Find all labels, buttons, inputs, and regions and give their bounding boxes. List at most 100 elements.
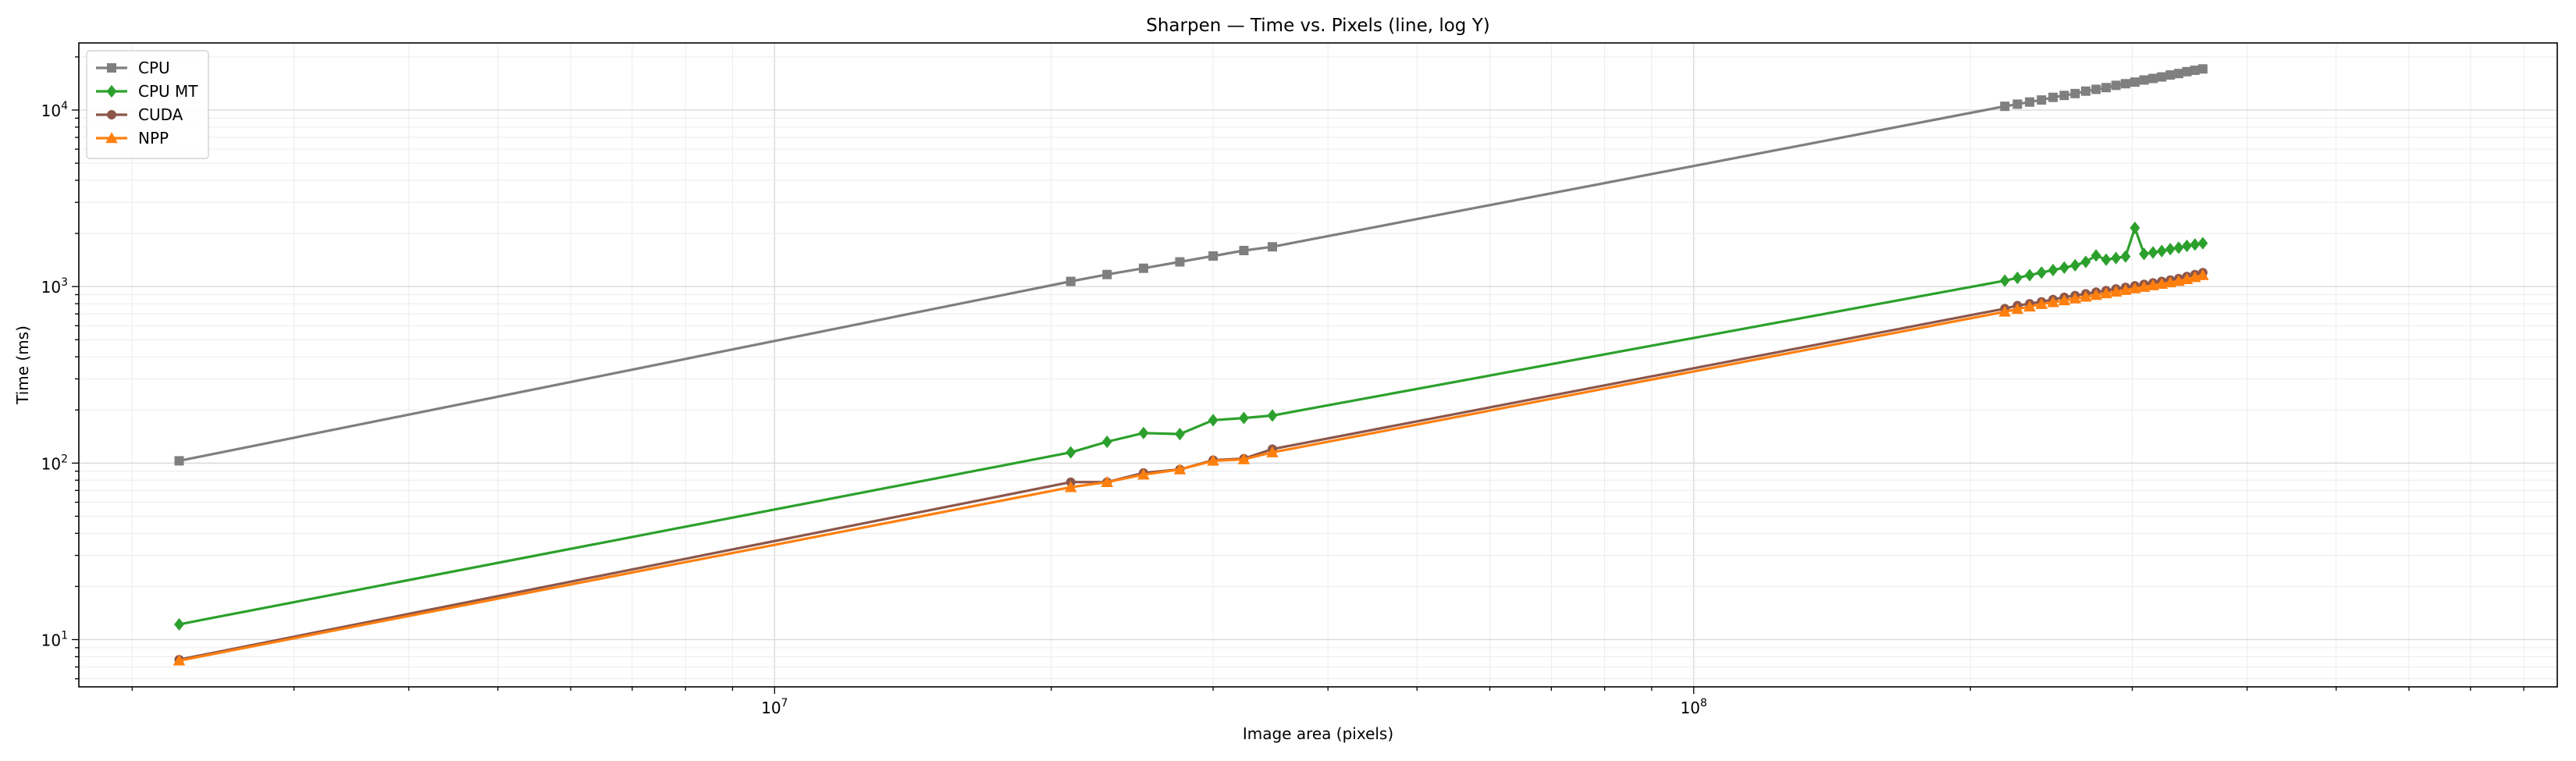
x-tick-label: 107 (761, 697, 788, 717)
data-point-cpu-mt (1138, 426, 1149, 439)
data-point-cpu (2190, 66, 2200, 76)
legend-marker-cpu (107, 63, 116, 73)
data-point-cpu-mt (2080, 255, 2091, 268)
data-point-cpu-mt (1208, 414, 1219, 427)
data-point-npp (1237, 453, 1251, 464)
y-tick-label: 102 (41, 453, 68, 473)
y-tick-label: 104 (41, 100, 68, 120)
data-point-cpu-mt (1174, 428, 1185, 441)
data-point-cpu (2165, 70, 2176, 80)
data-point-cpu (2157, 72, 2167, 82)
data-point-npp (1266, 446, 1279, 457)
legend-box (86, 50, 209, 159)
data-point-cpu-mt (2173, 241, 2184, 254)
data-point-cpu-mt (1238, 411, 1249, 425)
data-point-cpu-mt (2156, 244, 2167, 258)
data-point-npp (2137, 280, 2151, 292)
data-point-npp (1064, 481, 1077, 493)
data-point-npp (173, 654, 186, 666)
data-point-cpu (2139, 75, 2149, 85)
data-point-npp (2119, 283, 2132, 295)
data-point-cpu (1138, 263, 1148, 273)
data-point-cpu-mt (2129, 221, 2140, 235)
data-point-cpu (2059, 91, 2069, 101)
data-point-npp (1173, 463, 1187, 475)
data-point-cpu (2148, 73, 2158, 84)
data-point-cpu (2120, 79, 2130, 89)
data-point-cpu-mt (2024, 268, 2035, 282)
data-point-npp (1137, 468, 1150, 480)
data-point-cpu (2080, 86, 2090, 96)
data-point-npp (2047, 296, 2059, 308)
data-point-npp (1101, 475, 1114, 487)
series-layer (173, 64, 2209, 666)
legend-label-cpu: CPU (138, 59, 170, 77)
data-point-cpu (1175, 257, 1185, 267)
data-point-npp (1998, 305, 2012, 317)
data-point-cpu (1102, 269, 1112, 279)
data-point-cpu-mt (2012, 271, 2023, 285)
data-point-cpu (2037, 95, 2047, 105)
legend-label-cuda: CUDA (138, 105, 183, 124)
y-axis-label: Time (ms) (13, 325, 32, 405)
data-point-cpu (2111, 80, 2121, 91)
data-point-cpu-mt (2147, 246, 2158, 259)
data-point-cpu-mt (2197, 236, 2208, 250)
data-point-cpu-mt (2058, 261, 2069, 275)
data-point-cpu-mt (2190, 238, 2201, 251)
data-point-npp (2090, 289, 2102, 300)
data-point-npp (2080, 290, 2092, 302)
grid (79, 43, 2557, 687)
data-point-cpu-mt (1267, 409, 1278, 422)
data-point-npp (2129, 282, 2141, 293)
data-point-npp (2035, 297, 2048, 309)
ticks: 107 108 101 102 103 104 (41, 56, 2524, 717)
legend-marker-cpu-mt (106, 84, 117, 98)
legend-marker-npp (105, 132, 118, 144)
series-cpu-mt (174, 221, 2208, 631)
data-point-cpu-mt (174, 617, 184, 631)
data-point-cpu (174, 456, 184, 466)
data-point-npp (2155, 277, 2169, 290)
data-point-cpu-mt (2120, 250, 2131, 263)
y-tick-label: 103 (41, 276, 68, 297)
legend-marker-cuda (107, 110, 116, 119)
data-point-npp (2011, 303, 2024, 315)
x-axis-label: Image area (pixels) (1243, 724, 1393, 743)
data-point-cpu-mt (1999, 274, 2010, 287)
data-point-cpu-mt (2048, 263, 2058, 277)
legend: CPU CPU MT CUDA NPP (86, 50, 209, 159)
data-point-cpu-mt (2090, 249, 2101, 262)
data-point-cpu-mt (2165, 243, 2176, 256)
data-point-cpu (2012, 99, 2023, 109)
chart-title: Sharpen — Time vs. Pixels (line, log Y) (1146, 16, 1489, 36)
data-point-npp (2147, 279, 2159, 290)
data-point-cpu-mt (2139, 247, 2150, 261)
data-point-cpu-mt (2069, 258, 2080, 272)
data-point-cpu (2070, 88, 2080, 98)
data-point-cpu-mt (1101, 435, 1112, 449)
data-point-cpu (2174, 69, 2184, 79)
series-npp (173, 268, 2209, 666)
data-point-cpu (2025, 97, 2035, 107)
plot-frame (78, 42, 2558, 688)
data-point-npp (2069, 292, 2082, 304)
data-point-cpu (1208, 251, 1219, 261)
data-point-cpu (1066, 276, 1076, 286)
data-point-cpu (2182, 66, 2192, 76)
data-point-cpu (1267, 242, 1277, 252)
data-point-cpu (2091, 84, 2101, 94)
data-point-npp (2197, 268, 2209, 280)
data-point-npp (2058, 294, 2071, 306)
data-point-npp (2023, 300, 2036, 312)
legend-label-npp: NPP (138, 129, 169, 148)
data-point-npp (2100, 287, 2112, 299)
data-point-npp (2109, 285, 2122, 297)
x-tick-label: 108 (1681, 697, 1707, 717)
data-point-cpu (2101, 83, 2112, 93)
data-point-cpu-mt (1066, 446, 1076, 459)
data-point-cpu-mt (2101, 253, 2112, 266)
data-point-cpu (2129, 77, 2140, 87)
